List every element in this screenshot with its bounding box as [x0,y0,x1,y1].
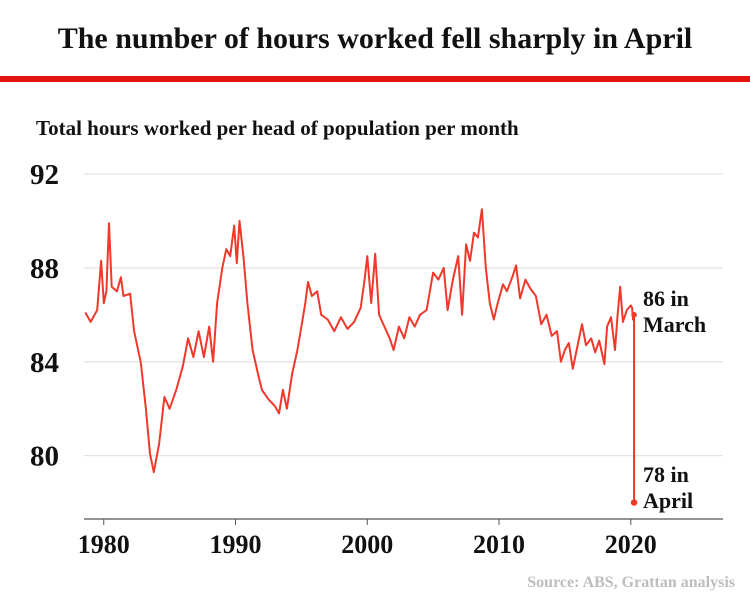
chart-title: The number of hours worked fell sharply … [58,22,693,55]
x-axis-ticks: 1980 1990 2000 2010 2020 [78,519,657,559]
title-accent-bar [0,76,750,82]
annotation-march-line2: March [643,312,706,337]
y-tick-label: 92 [30,159,59,191]
y-tick-label: 88 [30,253,59,285]
x-tick-label: 2010 [473,530,525,559]
march-point [631,312,637,318]
chart-subtitle: Total hours worked per head of populatio… [36,116,519,140]
gridlines [84,173,723,457]
x-tick-label: 2020 [605,530,657,559]
y-tick-label: 84 [30,347,59,379]
y-tick-label: 80 [30,441,59,473]
annotation-april-line2: April [643,488,693,513]
x-tick-label: 1990 [210,530,262,559]
annotation-april-line1: 78 in [643,462,689,487]
april-point [630,499,638,506]
series-line [84,208,636,474]
annotation-march-line1: 86 in [643,286,689,311]
source-note: Source: ABS, Grattan analysis [527,574,735,591]
x-tick-label: 1980 [78,530,130,559]
y-axis-ticks: 80 84 88 92 [30,159,59,473]
x-tick-label: 2000 [341,530,393,559]
